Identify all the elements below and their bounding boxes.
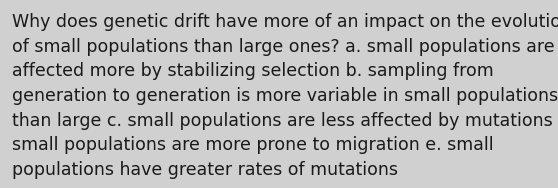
Text: small populations are more prone to migration e. small: small populations are more prone to migr… <box>12 136 494 154</box>
Text: than large c. small populations are less affected by mutations d.: than large c. small populations are less… <box>12 112 558 130</box>
Text: affected more by stabilizing selection b. sampling from: affected more by stabilizing selection b… <box>12 62 494 80</box>
Text: of small populations than large ones? a. small populations are: of small populations than large ones? a.… <box>12 38 555 56</box>
Text: generation to generation is more variable in small populations: generation to generation is more variabl… <box>12 87 558 105</box>
Text: Why does genetic drift have more of an impact on the evolution: Why does genetic drift have more of an i… <box>12 13 558 31</box>
Text: populations have greater rates of mutations: populations have greater rates of mutati… <box>12 161 398 179</box>
